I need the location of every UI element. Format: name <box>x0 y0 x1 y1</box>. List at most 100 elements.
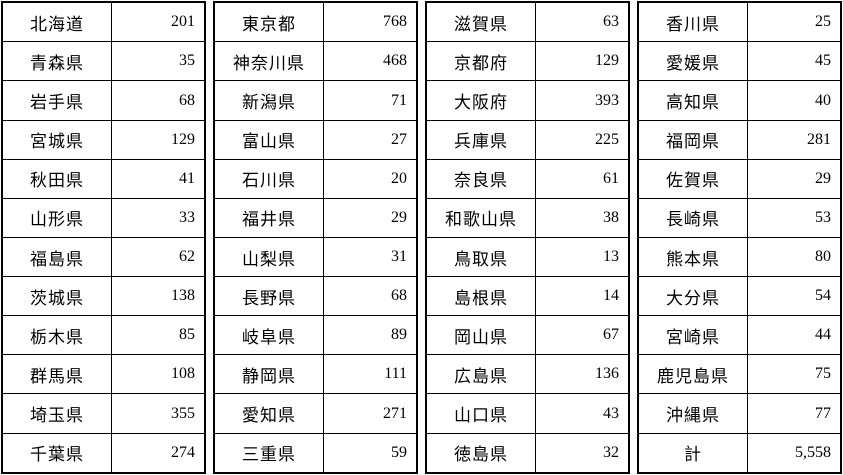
prefecture-value-cell: 43 <box>535 393 630 434</box>
prefecture-value-cell: 111 <box>323 354 418 395</box>
prefecture-value-cell: 59 <box>323 432 418 474</box>
table-row: 福島県 62 <box>1 236 206 278</box>
table-row: 千葉県 274 <box>1 432 206 474</box>
table-row: 岩手県 68 <box>1 80 206 121</box>
prefecture-name-cell: 佐賀県 <box>637 158 749 199</box>
prefecture-name-cell: 岐阜県 <box>213 315 325 356</box>
table-row: 高知県 40 <box>637 80 842 121</box>
prefecture-name-cell: 千葉県 <box>1 432 113 474</box>
table-row: 石川県 20 <box>213 158 418 199</box>
prefecture-name-cell: 東京都 <box>213 1 325 43</box>
prefecture-name-cell: 新潟県 <box>213 80 325 121</box>
prefecture-value-cell: 108 <box>111 354 206 395</box>
prefecture-value-cell: 129 <box>535 41 630 82</box>
prefecture-name-cell: 石川県 <box>213 158 325 199</box>
prefecture-name-cell: 栃木県 <box>1 315 113 356</box>
prefecture-name-cell: 京都府 <box>425 41 537 82</box>
prefecture-name-cell: 大阪府 <box>425 80 537 121</box>
prefecture-value-cell: 75 <box>747 354 842 395</box>
table-row: 島根県 14 <box>425 276 630 317</box>
prefecture-value-cell: 77 <box>747 393 842 434</box>
table-row: 福岡県 281 <box>637 119 842 160</box>
prefecture-value-cell: 61 <box>535 158 630 199</box>
table-row: 静岡県 111 <box>213 354 418 395</box>
table-row: 栃木県 85 <box>1 315 206 356</box>
prefecture-name-cell: 沖縄県 <box>637 393 749 434</box>
table-row: 富山県 27 <box>213 119 418 160</box>
prefecture-name-cell: 北海道 <box>1 1 113 43</box>
table-row: 宮崎県 44 <box>637 315 842 356</box>
table-row: 新潟県 71 <box>213 80 418 121</box>
table-row: 大分県 54 <box>637 276 842 317</box>
prefecture-name-cell: 長崎県 <box>637 197 749 238</box>
prefecture-name-cell: 茨城県 <box>1 276 113 317</box>
prefecture-value-cell: 40 <box>747 80 842 121</box>
prefecture-value-cell: 271 <box>323 393 418 434</box>
prefecture-name-cell: 福岡県 <box>637 119 749 160</box>
table-row: 東京都 768 <box>213 1 418 43</box>
prefecture-value-cell: 129 <box>111 119 206 160</box>
table-row: 和歌山県 38 <box>425 197 630 238</box>
prefecture-value-cell: 201 <box>111 1 206 43</box>
prefecture-name-cell: 埼玉県 <box>1 393 113 434</box>
table-row: 埼玉県 355 <box>1 393 206 434</box>
table-row: 茨城県 138 <box>1 276 206 317</box>
prefecture-table-column-3: 滋賀県 63 京都府 129 大阪府 393 兵庫県 225 奈良県 61 和歌… <box>425 1 630 474</box>
table-row: 長野県 68 <box>213 276 418 317</box>
prefecture-name-cell: 大分県 <box>637 276 749 317</box>
prefecture-value-cell: 62 <box>111 236 206 278</box>
table-row: 長崎県 53 <box>637 197 842 238</box>
table-row: 鹿児島県 75 <box>637 354 842 395</box>
prefecture-name-cell: 宮城県 <box>1 119 113 160</box>
prefecture-name-cell: 熊本県 <box>637 236 749 278</box>
prefecture-value-cell: 468 <box>323 41 418 82</box>
prefecture-name-cell: 徳島県 <box>425 432 537 474</box>
table-row: 香川県 25 <box>637 1 842 43</box>
prefecture-value-cell: 768 <box>323 1 418 43</box>
prefecture-name-cell: 高知県 <box>637 80 749 121</box>
table-row: 神奈川県 468 <box>213 41 418 82</box>
table-row: 岐阜県 89 <box>213 315 418 356</box>
table-row: 北海道 201 <box>1 1 206 43</box>
prefecture-table-column-4: 香川県 25 愛媛県 45 高知県 40 福岡県 281 佐賀県 29 長崎県 … <box>637 1 842 474</box>
prefecture-name-cell: 鹿児島県 <box>637 354 749 395</box>
table-row: 岡山県 67 <box>425 315 630 356</box>
prefecture-name-cell: 広島県 <box>425 354 537 395</box>
prefecture-value-cell: 29 <box>747 158 842 199</box>
prefecture-value-cell: 136 <box>535 354 630 395</box>
prefecture-name-cell: 山形県 <box>1 197 113 238</box>
prefecture-value-cell: 38 <box>535 197 630 238</box>
prefecture-name-cell: 秋田県 <box>1 158 113 199</box>
prefecture-value-cell: 31 <box>323 236 418 278</box>
table-row: 兵庫県 225 <box>425 119 630 160</box>
table-row: 鳥取県 13 <box>425 236 630 278</box>
prefecture-table-column-2: 東京都 768 神奈川県 468 新潟県 71 富山県 27 石川県 20 福井… <box>213 1 418 474</box>
table-row: 山形県 33 <box>1 197 206 238</box>
prefecture-name-cell: 宮崎県 <box>637 315 749 356</box>
prefecture-value-cell: 89 <box>323 315 418 356</box>
prefecture-name-cell: 福島県 <box>1 236 113 278</box>
table-row: 滋賀県 63 <box>425 1 630 43</box>
table-row: 愛媛県 45 <box>637 41 842 82</box>
prefecture-value-cell: 41 <box>111 158 206 199</box>
table-row: 山口県 43 <box>425 393 630 434</box>
prefecture-name-cell: 山梨県 <box>213 236 325 278</box>
table-row: 宮城県 129 <box>1 119 206 160</box>
prefecture-value-cell: 225 <box>535 119 630 160</box>
prefecture-value-cell: 14 <box>535 276 630 317</box>
table-row: 沖縄県 77 <box>637 393 842 434</box>
prefecture-value-cell: 274 <box>111 432 206 474</box>
table-row: 福井県 29 <box>213 197 418 238</box>
total-row: 計 5,558 <box>637 432 842 474</box>
table-row: 熊本県 80 <box>637 236 842 278</box>
table-row: 京都府 129 <box>425 41 630 82</box>
prefecture-value-cell: 54 <box>747 276 842 317</box>
prefecture-name-cell: 愛媛県 <box>637 41 749 82</box>
table-row: 広島県 136 <box>425 354 630 395</box>
prefecture-value-cell: 35 <box>111 41 206 82</box>
prefecture-value-cell: 63 <box>535 1 630 43</box>
prefecture-name-cell: 香川県 <box>637 1 749 43</box>
prefecture-name-cell: 福井県 <box>213 197 325 238</box>
prefecture-value-cell: 33 <box>111 197 206 238</box>
table-row: 佐賀県 29 <box>637 158 842 199</box>
